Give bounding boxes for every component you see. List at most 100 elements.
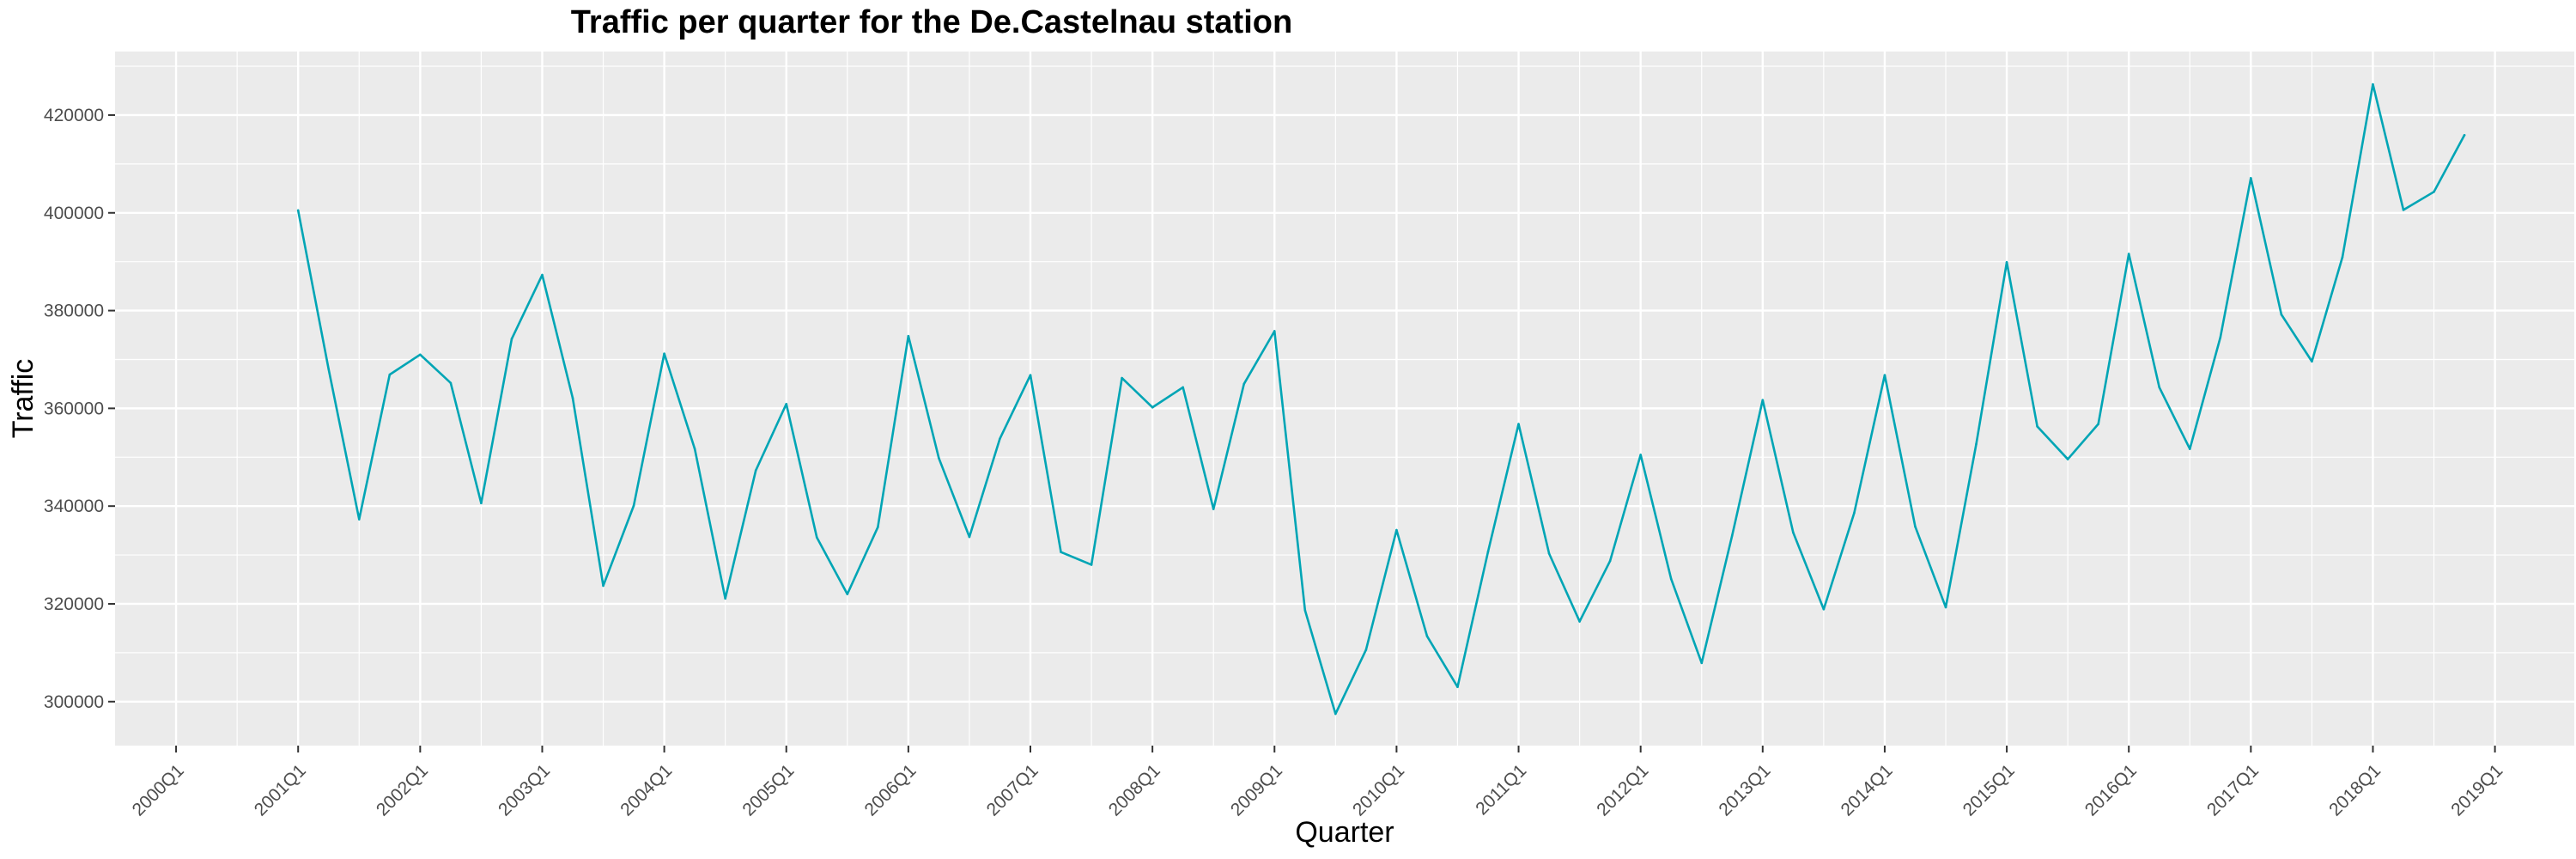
x-tick-label: 2016Q1 xyxy=(2081,760,2141,819)
x-tick-label: 2005Q1 xyxy=(738,760,798,819)
data-point xyxy=(2005,260,2008,264)
data-point xyxy=(602,584,605,588)
x-tick-label: 2012Q1 xyxy=(1593,760,1652,819)
data-point xyxy=(1700,661,1704,665)
x-tick-label: 2004Q1 xyxy=(617,760,676,819)
x-tick-label: 2017Q1 xyxy=(2203,760,2263,819)
data-point xyxy=(1029,374,1032,376)
data-point xyxy=(1303,609,1307,612)
data-point xyxy=(938,457,940,460)
data-point xyxy=(571,397,574,399)
data-point xyxy=(632,504,635,507)
data-point xyxy=(877,526,879,528)
data-point xyxy=(663,352,665,355)
data-point xyxy=(1944,606,1947,609)
data-point xyxy=(1182,386,1184,389)
x-tick-label: 2008Q1 xyxy=(1105,760,1164,819)
x-tick-label: 2019Q1 xyxy=(2447,760,2506,819)
data-point xyxy=(1730,534,1734,537)
y-axis: 300000 320000 340000 360000 380000 400000 4200… xyxy=(44,106,115,712)
x-tick-label: 2010Q1 xyxy=(1349,760,1408,819)
data-point xyxy=(907,334,910,338)
data-point xyxy=(1853,511,1856,515)
data-point xyxy=(510,338,513,340)
series-line-0 xyxy=(296,82,2466,716)
data-point xyxy=(1822,607,1826,611)
data-point xyxy=(296,209,300,212)
data-point xyxy=(1456,685,1459,689)
y-tick-label: 400000 xyxy=(44,204,104,223)
y-tick-label: 320000 xyxy=(44,594,104,614)
data-point xyxy=(1395,528,1398,532)
major-gridlines xyxy=(115,52,2574,746)
x-tick-label: 2007Q1 xyxy=(983,760,1042,819)
x-tick-label: 2011Q1 xyxy=(1472,760,1530,819)
data-point xyxy=(357,518,361,521)
data-point xyxy=(1914,525,1917,528)
x-tick-label: 2015Q1 xyxy=(1959,760,2019,819)
chart-title: Traffic per quarter for the De.Castelnau… xyxy=(571,4,1292,40)
data-point xyxy=(2097,423,2099,425)
data-point xyxy=(1578,620,1581,623)
data-point xyxy=(419,353,422,356)
data-point xyxy=(2311,360,2313,363)
y-axis-title: Traffic xyxy=(7,359,39,439)
data-point xyxy=(1792,531,1795,534)
data-point xyxy=(2433,191,2435,193)
data-point xyxy=(2341,256,2344,259)
y-tick-label: 380000 xyxy=(44,302,104,321)
data-point xyxy=(1060,551,1062,553)
y-tick-label: 420000 xyxy=(44,106,104,125)
data-point xyxy=(693,448,696,450)
data-point xyxy=(1975,442,1978,446)
data-point xyxy=(1425,635,1429,637)
data-point xyxy=(2280,313,2283,316)
data-point xyxy=(480,502,483,505)
data-point xyxy=(1242,382,1246,386)
data-point xyxy=(327,368,331,371)
data-point xyxy=(2066,458,2069,460)
data-point xyxy=(846,593,849,595)
data-point xyxy=(1212,508,1215,510)
x-tick-label: 2001Q1 xyxy=(251,760,310,819)
data-point xyxy=(1761,399,1765,402)
plot-panel xyxy=(115,52,2574,746)
y-tick-label: 340000 xyxy=(44,497,104,516)
data-point xyxy=(541,273,544,277)
data-point xyxy=(1608,559,1612,563)
series-layer xyxy=(296,82,2466,716)
data-point xyxy=(1273,330,1276,332)
data-point xyxy=(999,437,1001,440)
data-point xyxy=(1334,712,1337,716)
x-tick-label: 2013Q1 xyxy=(1715,760,1774,819)
x-tick-label: 2002Q1 xyxy=(373,760,432,819)
data-point xyxy=(754,469,757,472)
data-point xyxy=(388,373,392,376)
data-point xyxy=(1883,374,1886,376)
x-tick-label: 2003Q1 xyxy=(495,760,554,819)
data-point xyxy=(2219,336,2222,339)
data-point xyxy=(1364,649,1368,651)
data-point xyxy=(2250,177,2252,180)
x-tick-label: 2006Q1 xyxy=(860,760,920,819)
data-point xyxy=(1669,577,1673,581)
data-point xyxy=(2463,134,2466,137)
data-point xyxy=(815,536,818,539)
x-axis: 2000Q1 2001Q1 2002Q1 2003Q1 2004Q1 2005Q1 2006… xyxy=(129,746,2506,820)
data-point xyxy=(2372,82,2374,86)
data-point xyxy=(1639,454,1642,456)
data-point xyxy=(449,381,453,385)
data-point xyxy=(1486,550,1490,553)
minor-gridlines xyxy=(115,52,2574,746)
x-axis-title: Quarter xyxy=(1295,816,1394,849)
data-point xyxy=(1090,564,1093,566)
data-point xyxy=(1547,552,1551,555)
data-point xyxy=(2402,209,2405,211)
x-tick-label: 2000Q1 xyxy=(129,760,188,819)
data-point xyxy=(2036,425,2038,428)
y-tick-label: 300000 xyxy=(44,692,104,712)
y-tick-label: 360000 xyxy=(44,399,104,418)
data-point xyxy=(1517,423,1520,425)
